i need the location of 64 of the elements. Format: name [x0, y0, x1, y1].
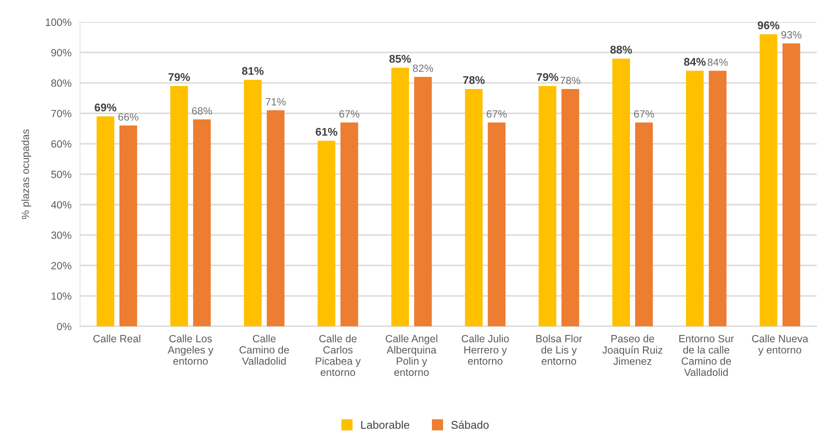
data-label: 78%	[463, 76, 485, 84]
data-label: 67%	[339, 110, 360, 118]
data-label: 78%	[560, 76, 580, 84]
data-label: 67%	[634, 110, 654, 118]
y-tick-label: 90%	[51, 48, 72, 56]
bar	[193, 119, 211, 326]
data-label: 67%	[486, 110, 507, 118]
data-label: 61%	[316, 128, 338, 136]
data-label: 96%	[758, 21, 780, 30]
legend-label: Sábado	[451, 420, 489, 429]
bar	[340, 122, 358, 326]
bar	[318, 140, 336, 326]
y-tick-label: 10%	[52, 292, 72, 300]
data-label: 79%	[168, 73, 190, 81]
data-label: 66%	[118, 113, 138, 121]
legend-label: Laborable	[361, 420, 410, 429]
x-tick-label: Paseo de Joaquín Ruiz Jimenez	[602, 334, 662, 365]
y-tick-label: 30%	[51, 232, 72, 239]
x-tick-label: Calle Nueva y entorno	[752, 334, 808, 356]
data-label: 71%	[266, 98, 286, 106]
data-label: 79%	[536, 73, 558, 81]
x-tick-label: Entorno Sur de la calle Camino de Valladolid	[679, 334, 734, 376]
bar	[170, 86, 188, 326]
bar	[708, 70, 726, 326]
data-label: 69%	[94, 104, 116, 112]
bar	[635, 122, 653, 326]
x-tick-label: Calle Los Angeles y entorno	[168, 334, 214, 365]
bar	[464, 88, 483, 326]
y-tick-label: 80%	[51, 79, 72, 87]
data-label: 84%	[708, 58, 728, 66]
y-tick-label: 100%	[46, 18, 72, 26]
x-tick-label: Bolsa Flor de Lis y entorno	[536, 334, 582, 365]
data-label: 88%	[610, 46, 632, 54]
y-tick-label: 60%	[51, 140, 72, 148]
bar	[244, 80, 262, 326]
bar	[612, 58, 630, 326]
y-tick-label: 20%	[51, 262, 72, 270]
data-label: 84%	[684, 58, 706, 66]
x-tick-label: Calle Julio Herrero y entorno	[462, 334, 509, 365]
x-tick-label: Calle de Carlos Picabea y entorno	[316, 334, 361, 376]
bar	[414, 76, 432, 326]
bar	[538, 86, 556, 326]
data-label: 82%	[413, 64, 434, 72]
bar	[760, 34, 778, 326]
y-axis-title: % plazas ocupadas	[21, 129, 32, 219]
x-tick-label: Calle Angel Alberquina Polin y entorno	[386, 334, 438, 376]
y-tick-label: 50%	[51, 170, 72, 178]
bar	[266, 110, 284, 326]
data-label: 68%	[192, 107, 212, 115]
bar	[119, 126, 138, 326]
y-tick-label: 40%	[51, 201, 72, 208]
bar	[782, 43, 800, 326]
y-tick-label: 70%	[51, 110, 72, 118]
data-label: 93%	[781, 31, 802, 39]
bar	[561, 88, 580, 326]
bar	[686, 70, 704, 326]
bar	[96, 116, 114, 326]
data-label: 85%	[389, 54, 411, 63]
y-tick-label: 0%	[57, 322, 72, 330]
bar	[391, 68, 409, 326]
x-tick-label: Calle Real	[93, 334, 140, 342]
bar	[488, 122, 506, 326]
x-tick-label: Calle Camino de Valladolid	[240, 334, 289, 365]
data-label: 81%	[242, 67, 264, 75]
